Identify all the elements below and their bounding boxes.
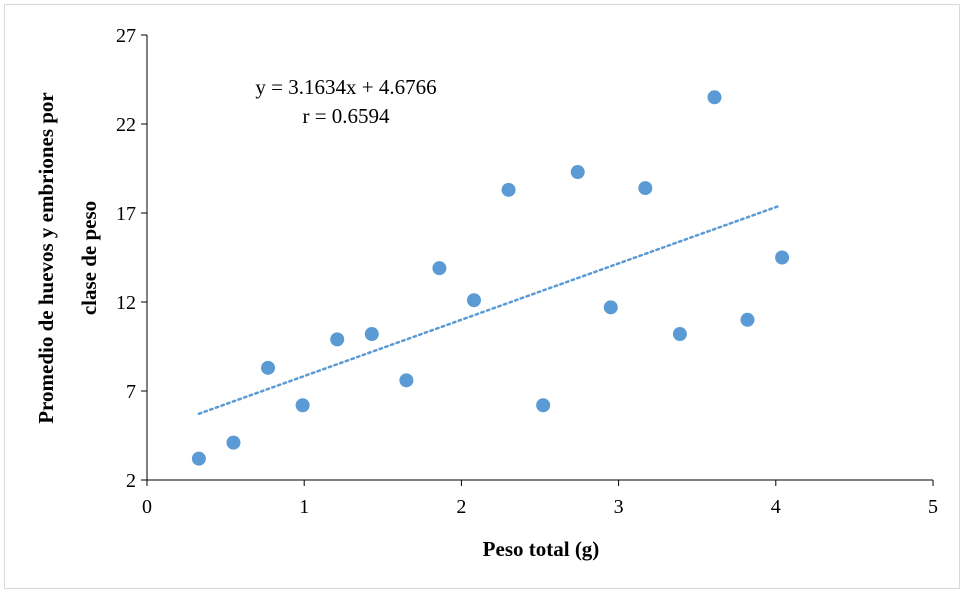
data-point: [775, 250, 790, 265]
data-point: [295, 398, 310, 413]
data-point: [261, 360, 276, 375]
data-point: [740, 312, 755, 327]
data-point: [364, 327, 379, 342]
data-point: [399, 373, 414, 388]
x-tick-label: 2: [456, 496, 466, 518]
data-point: [536, 398, 551, 413]
y-tick-label: 12: [116, 292, 136, 314]
y-tick-label: 7: [126, 381, 136, 403]
y-tick-label: 17: [116, 203, 136, 225]
data-point: [570, 165, 585, 180]
equation-annotation: y = 3.1634x + 4.6766: [255, 75, 436, 99]
data-point: [466, 293, 481, 308]
data-points: [191, 90, 790, 466]
y-tick-label: 27: [116, 25, 136, 47]
data-point: [501, 182, 516, 197]
chart-frame: [4, 4, 960, 589]
x-tick-label: 0: [142, 496, 152, 518]
x-tick-label: 4: [771, 496, 781, 518]
trendline-group: [197, 204, 782, 416]
x-axis-title: Peso total (g): [483, 537, 600, 561]
y-axis-title-line-2: clase de peso: [77, 201, 101, 315]
data-point: [432, 261, 447, 276]
data-point: [672, 327, 687, 342]
data-point: [191, 451, 206, 466]
data-point: [603, 300, 618, 315]
data-point: [638, 181, 653, 196]
x-tick-label: 1: [299, 496, 309, 518]
x-tick-label: 3: [614, 496, 624, 518]
data-point: [330, 332, 345, 347]
trendline: [197, 204, 782, 416]
y-tick-label: 22: [116, 114, 136, 136]
data-point: [226, 435, 241, 450]
y-tick-label: 2: [126, 470, 136, 492]
data-point: [707, 90, 722, 105]
x-tick-label: 5: [928, 496, 938, 518]
y-axis-title-line-1: Promedio de huevos y embriones por: [34, 92, 58, 424]
r-annotation: r = 0.6594: [302, 104, 390, 128]
axes: [141, 34, 934, 486]
